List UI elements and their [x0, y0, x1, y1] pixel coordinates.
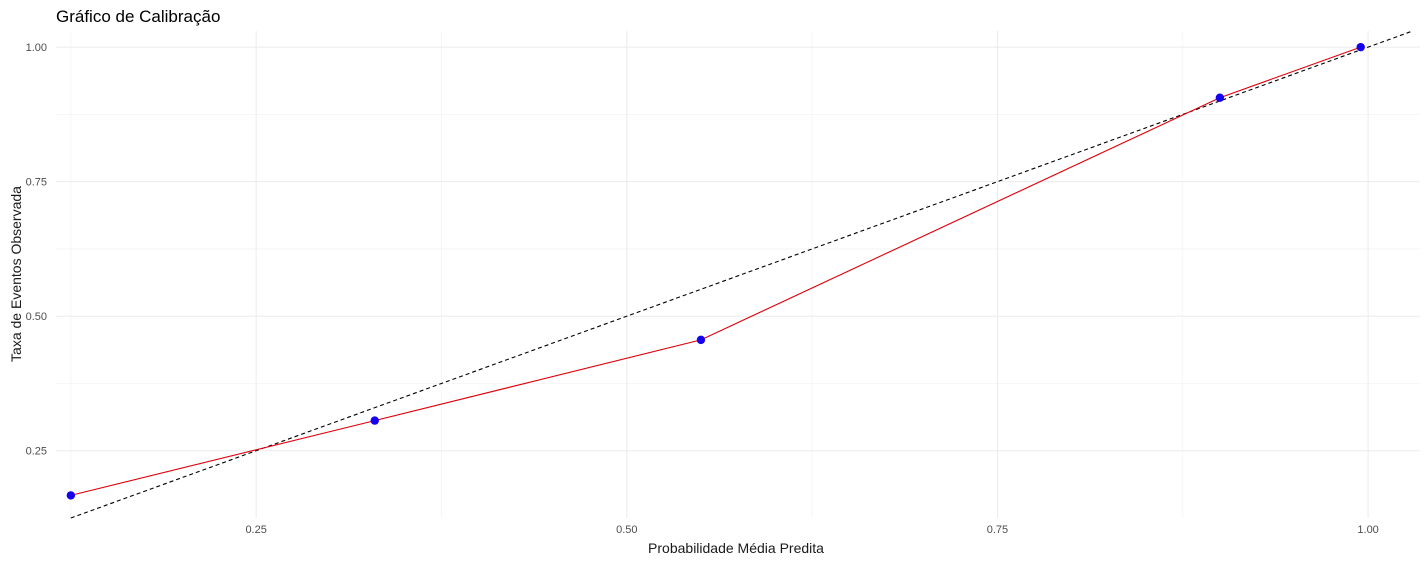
- calibration-point: [1356, 42, 1365, 52]
- points-layer: [66, 42, 1365, 500]
- x-axis-title: Probabilidade Média Predita: [648, 540, 824, 556]
- y-tick-label: 0.25: [26, 446, 47, 458]
- y-tick-label: 1.00: [26, 42, 47, 54]
- calibration-point: [66, 491, 76, 500]
- grid: [56, 31, 1420, 518]
- y-axis-title: Taxa de Eventos Observada: [8, 186, 24, 362]
- calibration-point: [696, 335, 706, 345]
- y-tick-label: 0.50: [26, 311, 47, 323]
- y-tick-label: 0.75: [26, 177, 47, 189]
- y-axis-ticks: 0.25 0.50 0.75 1.00: [26, 42, 47, 458]
- x-tick-label: 0.25: [245, 524, 266, 536]
- x-axis-ticks: 0.25 0.50 0.75 1.00: [245, 524, 1378, 536]
- reference-diagonal-line: [70, 30, 1413, 519]
- chart-title: Gráfico de Calibração: [56, 7, 220, 26]
- reference-line-layer: [70, 30, 1413, 519]
- x-tick-label: 0.75: [987, 524, 1008, 536]
- x-tick-label: 1.00: [1357, 524, 1378, 536]
- calibration-point: [370, 416, 379, 425]
- x-tick-label: 0.50: [616, 524, 637, 536]
- calibration-point: [1215, 93, 1225, 102]
